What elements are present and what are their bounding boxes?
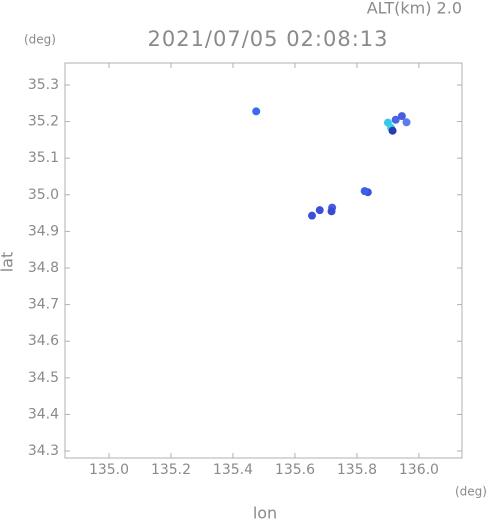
y-tick-label: 35.0 (28, 187, 59, 203)
x-axis-label: lon (253, 504, 277, 521)
x-tick-label: 136.0 (399, 462, 439, 478)
y-tick-label: 35.1 (28, 150, 59, 166)
echo-point (388, 126, 397, 135)
echo-point (308, 211, 317, 220)
x-tick-label: 135.6 (275, 462, 315, 478)
y-tick-label: 34.6 (28, 333, 59, 349)
echo-point (402, 118, 411, 127)
plot-frame (64, 62, 463, 459)
chart-title: 2021/07/05 02:08:13 (147, 27, 388, 51)
x-tick-label: 135.4 (213, 462, 253, 478)
y-tick-label: 35.3 (28, 77, 59, 93)
altitude-label: ALT(km) 2.0 (367, 0, 462, 18)
y-tick-label: 34.9 (28, 223, 59, 239)
y-tick-label: 34.8 (28, 260, 59, 276)
y-tick-label: 35.2 (28, 114, 59, 130)
echo-point (360, 187, 369, 196)
x-unit: (deg) (455, 485, 487, 499)
x-tick-label: 135.0 (89, 462, 129, 478)
y-unit: (deg) (24, 33, 56, 47)
y-tick-label: 34.3 (28, 443, 59, 459)
echo-point (397, 112, 406, 121)
y-axis-label: lat (0, 252, 17, 273)
y-tick-label: 34.7 (28, 297, 59, 313)
y-tick-label: 34.5 (28, 370, 59, 386)
echo-point (252, 107, 261, 116)
y-tick-label: 34.4 (28, 406, 59, 422)
x-tick-label: 135.2 (151, 462, 191, 478)
x-tick-label: 135.8 (337, 462, 377, 478)
echo-point (327, 207, 336, 216)
echo-point (391, 115, 400, 124)
echo-point (315, 206, 324, 215)
